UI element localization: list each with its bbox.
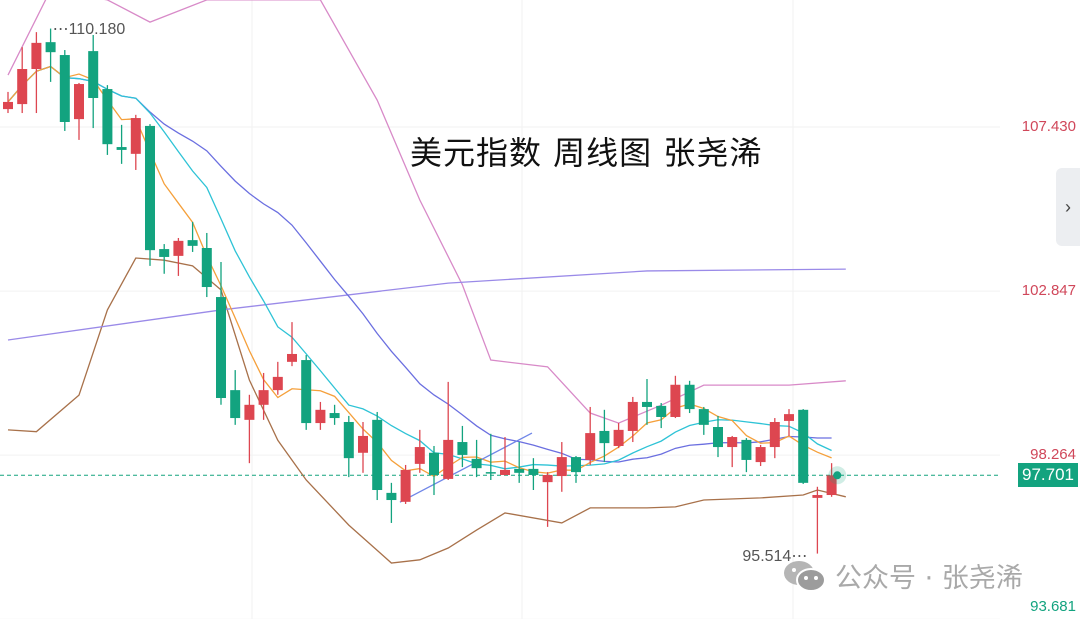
candle-down	[798, 409, 809, 483]
candle-up	[74, 84, 84, 120]
candle-down	[59, 55, 70, 122]
bollinger-lower-line	[7, 257, 846, 564]
candle-down	[201, 248, 212, 288]
candle-up	[258, 390, 269, 405]
candle-up	[500, 469, 510, 475]
candle-down	[457, 442, 468, 455]
candle-down	[301, 360, 312, 424]
candle-up	[613, 429, 624, 446]
candle-up	[173, 240, 184, 256]
candle-down	[187, 240, 198, 246]
candle-down	[343, 421, 354, 459]
low-marker-label: 95.514⋯	[742, 547, 808, 565]
candle-up	[556, 457, 567, 477]
candle-up	[755, 447, 766, 463]
candle-down	[656, 405, 667, 417]
candle-up	[585, 433, 596, 460]
candle-down	[88, 51, 99, 99]
candle-up	[784, 414, 794, 421]
last-price-label: 97.701	[1018, 463, 1078, 488]
candle-up	[400, 469, 411, 502]
candle-down	[386, 492, 397, 501]
candle-down	[329, 413, 340, 419]
candle-down	[45, 42, 56, 53]
candle-up	[812, 495, 823, 498]
candle-up	[443, 439, 454, 479]
candle-down	[159, 249, 170, 257]
candle-down	[216, 297, 226, 399]
candle-down	[116, 147, 127, 150]
watermark-text: 公众号 · 张尧浠	[835, 563, 1023, 594]
candle-down	[372, 419, 383, 491]
high-marker-label: ⋯110.180	[52, 20, 126, 38]
candle-up	[670, 384, 681, 417]
candle-up	[244, 404, 255, 420]
candle-down	[599, 430, 610, 444]
y-tick-label: 93.681	[1030, 598, 1076, 615]
candle-down	[471, 458, 482, 469]
candle-up	[727, 437, 738, 448]
high-value: 110.180	[68, 20, 126, 38]
candle-up	[769, 421, 780, 448]
candle-up	[31, 42, 42, 70]
watermark: 公众号 · 张尧浠	[783, 556, 1023, 595]
candle-up	[272, 376, 283, 391]
candle-up	[826, 475, 837, 496]
candle-down	[642, 401, 652, 407]
long-ma-line	[7, 268, 846, 341]
y-tick-label: 98.264	[1030, 446, 1076, 464]
trendline	[399, 432, 533, 503]
wechat-icon	[783, 558, 827, 594]
candle-down	[230, 390, 241, 419]
candle-up	[627, 401, 638, 431]
candle-down	[514, 468, 525, 473]
chevron-right-icon: ›	[1065, 196, 1071, 217]
candle-down	[485, 472, 496, 474]
candle-up	[414, 447, 425, 464]
candle-up	[315, 409, 326, 424]
candle-down	[102, 89, 113, 145]
expand-panel-button[interactable]: ›	[1056, 168, 1080, 246]
candle-down	[571, 457, 581, 473]
last-price-dot	[833, 471, 842, 480]
y-tick-label: 107.430	[1021, 118, 1076, 135]
chart-title: 美元指数 周线图 张尧浠	[410, 134, 763, 172]
candle-down	[698, 409, 709, 425]
candle-down	[145, 125, 155, 251]
candle-up	[542, 474, 553, 483]
candle-down	[713, 427, 723, 448]
low-value: 95.514	[742, 547, 792, 565]
candle-down	[528, 468, 539, 475]
candle-up	[130, 118, 141, 154]
candle-up	[287, 353, 297, 362]
candle-down	[429, 452, 439, 475]
bollinger-upper-line	[7, 0, 846, 424]
y-tick-label: 102.847	[1021, 282, 1076, 300]
candle-up	[3, 101, 13, 110]
candle-down	[741, 439, 752, 460]
candle-down	[684, 384, 695, 410]
candle-up	[358, 435, 368, 453]
candle-up	[17, 69, 28, 105]
